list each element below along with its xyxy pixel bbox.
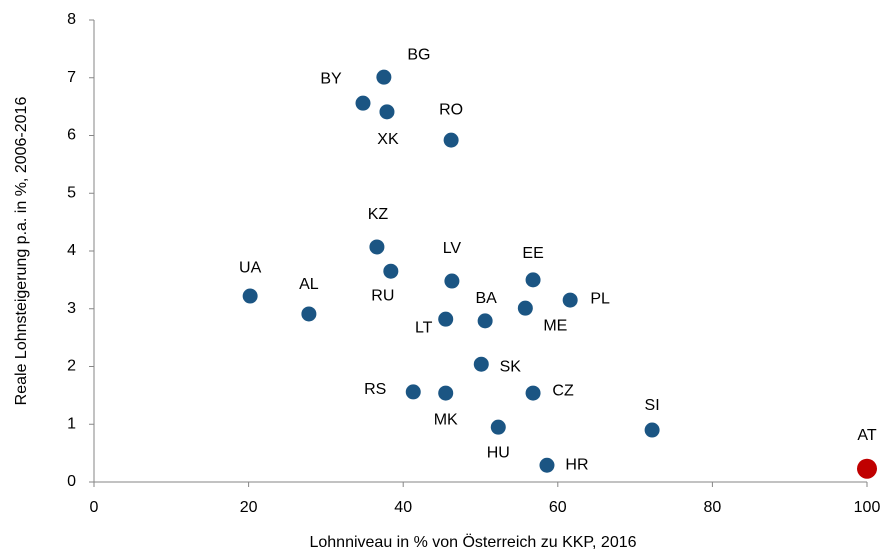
point-label: RU <box>371 287 394 304</box>
point <box>562 292 578 308</box>
x-axis-label: Lohnniveau in % von Österreich zu KKP, 2… <box>309 533 636 551</box>
x-tick-label: 0 <box>90 499 99 516</box>
y-tick-label: 5 <box>67 184 76 201</box>
point-label: ME <box>543 317 567 334</box>
y-tick-label: 1 <box>67 415 76 432</box>
y-tick-label: 2 <box>67 358 76 375</box>
point <box>444 273 460 289</box>
point <box>369 239 385 255</box>
x-tick-label: 80 <box>704 499 722 516</box>
point-label: LT <box>415 319 433 336</box>
point-label: BY <box>320 70 342 87</box>
point-label: AT <box>857 427 876 444</box>
y-tick-label: 7 <box>67 69 76 86</box>
point <box>644 422 660 438</box>
x-tick-label: 100 <box>854 499 881 516</box>
point-label: SI <box>645 397 660 414</box>
y-tick-label: 6 <box>67 127 76 144</box>
point-label: EE <box>522 245 543 262</box>
point-label: MK <box>434 411 458 428</box>
y-axis-label: Reale Lohnsteigerung p.a. in %, 2006-201… <box>13 97 30 406</box>
point <box>376 69 392 85</box>
x-tick-label: 40 <box>394 499 412 516</box>
point <box>443 132 459 148</box>
point-label: SK <box>500 358 522 375</box>
point <box>438 385 454 401</box>
point-label: PL <box>590 290 610 307</box>
point <box>525 272 541 288</box>
y-tick-label: 4 <box>67 242 76 259</box>
point <box>438 311 454 327</box>
point <box>379 104 395 120</box>
point <box>242 288 258 304</box>
point <box>301 306 317 322</box>
point <box>383 263 399 279</box>
y-tick-label: 0 <box>67 473 76 490</box>
point <box>517 300 533 316</box>
point-label: AL <box>299 276 319 293</box>
point <box>355 95 371 111</box>
point-label: RO <box>439 101 463 118</box>
x-tick-label: 60 <box>549 499 567 516</box>
point <box>525 385 541 401</box>
point-label: UA <box>239 259 262 276</box>
point-label: HR <box>565 456 588 473</box>
y-tick-label: 3 <box>67 300 76 317</box>
y-tick-label: 8 <box>67 11 76 28</box>
point-label: HU <box>487 444 510 461</box>
point-label: BA <box>475 290 497 307</box>
x-tick-label: 20 <box>240 499 258 516</box>
point-label: CZ <box>552 382 574 399</box>
point-label: LV <box>443 240 462 257</box>
point <box>539 457 555 473</box>
point <box>490 419 506 435</box>
point <box>477 313 493 329</box>
point-label: XK <box>377 131 399 148</box>
point-label: KZ <box>368 206 389 223</box>
point-label: BG <box>407 46 430 63</box>
point-label: RS <box>364 381 386 398</box>
point <box>857 458 877 479</box>
point <box>473 356 489 372</box>
point <box>405 384 421 400</box>
